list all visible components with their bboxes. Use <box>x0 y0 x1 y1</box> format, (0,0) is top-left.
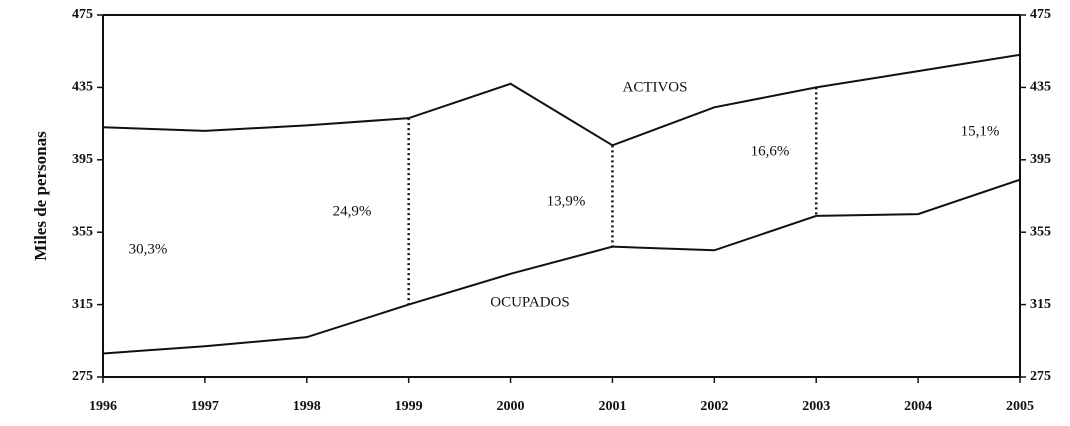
annotation: 13,9% <box>547 193 586 209</box>
annotation: 30,3% <box>129 241 168 257</box>
annotation: 16,6% <box>751 143 790 159</box>
y2-tick-label: 275 <box>1030 369 1051 384</box>
series-line <box>102 53 1021 147</box>
y-tick-label: 435 <box>72 80 93 95</box>
y-tick-label: 315 <box>72 297 93 312</box>
x-tick-label: 2002 <box>700 399 728 414</box>
x-tick-label: 2005 <box>1006 399 1034 414</box>
y-axis-label: Miles de personas <box>31 131 50 261</box>
x-tick-label: 2001 <box>598 399 626 414</box>
y2-tick-label: 315 <box>1030 297 1051 312</box>
y2-tick-label: 395 <box>1030 152 1051 167</box>
series-label: OCUPADOS <box>490 294 569 310</box>
y2-tick-label: 435 <box>1030 80 1051 95</box>
y-tick-label: 275 <box>72 369 93 384</box>
x-tick-label: 1998 <box>293 399 321 414</box>
x-tick-label: 1999 <box>395 399 423 414</box>
annotation: 15,1% <box>961 123 1000 139</box>
y-tick-label: 355 <box>72 224 93 239</box>
y-tick-label: 395 <box>72 152 93 167</box>
annotation: 24,9% <box>333 203 372 219</box>
x-tick-label: 1997 <box>191 399 219 414</box>
x-tick-label: 1996 <box>89 399 117 414</box>
y2-tick-label: 475 <box>1030 7 1051 22</box>
y-tick-label: 475 <box>72 7 93 22</box>
x-tick-label: 2003 <box>802 399 830 414</box>
x-tick-label: 2004 <box>904 399 932 414</box>
series-label: ACTIVOS <box>622 79 687 95</box>
x-tick-label: 2000 <box>497 399 525 414</box>
y2-tick-label: 355 <box>1030 224 1051 239</box>
series-line <box>102 178 1021 355</box>
